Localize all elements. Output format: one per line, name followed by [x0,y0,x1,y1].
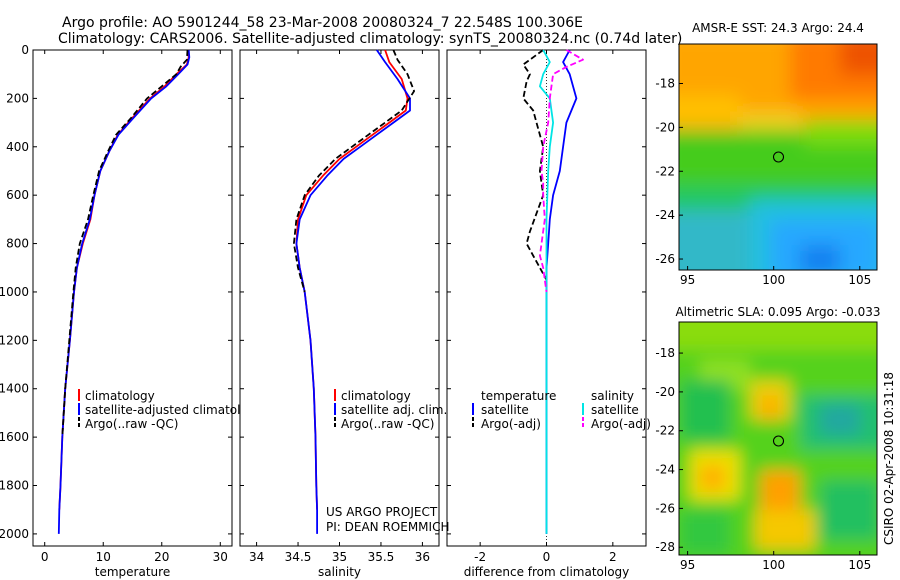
depth-tick-label: 2000 [0,527,29,541]
depth-tick-label: 800 [6,237,29,251]
timestamp-stamp: CSIRO 02-Apr-2008 10:31:18 [882,372,896,545]
temperature-xtick-label: 20 [154,550,169,564]
salinity-series-satellite-adj-clim- [295,49,411,534]
figure-title-line1: Argo profile: AO 5901244_58 23-Mar-2008 … [62,15,583,31]
sst-lat-tick-label: -26 [655,252,675,266]
temperature-panel: 0 10 20 30 0 200 400 600 800 1000 1200 1400 1600 1800… [0,43,263,579]
sst-axes: 95 100 105 -18 -20 -22 -24 -26 [655,76,871,287]
depth-tick-label: 200 [6,91,29,105]
salinity-legend-label: satellite adj. clim. [341,403,447,417]
sst-field [679,44,877,270]
sst-lat-tick-label: -20 [655,120,675,134]
salinity-xtick-label: 34 [249,550,264,564]
depth-tick-label: 400 [6,140,29,154]
difference-xtick-label: 0 [543,550,551,564]
salinity-xtick-label: 34.5 [285,550,312,564]
difference-series-salinity-argo-adj- [539,49,584,293]
sla-map [678,321,878,556]
difference-legend-label: Argo(-adj) [591,417,651,431]
temperature-legend-label: satellite-adjusted climatology [85,403,263,417]
temperature-legend-label: climatology [85,389,155,403]
salinity-xtick-label: 36 [415,550,430,564]
depth-tick-label: 1000 [0,285,29,299]
sla-axes: 95 100 105 -18 -20 -22 -24 -26 -28 [655,346,871,572]
sla-lon-tick-label: 100 [762,558,785,572]
difference-xlabel: difference from climatology [464,565,630,579]
difference-series-salinity-satellite [539,49,554,534]
temperature-xlabel: temperature [95,565,170,579]
sst-lat-tick-label: -24 [655,208,675,222]
salinity-panel: 34 34.5 35 35.5 36 salinity climatologysatelli… [239,49,447,579]
sla-lat-tick-label: -18 [655,346,675,360]
temperature-legend-label: Argo(..raw -QC) [85,417,178,431]
salinity-legend-label: climatology [341,389,411,403]
sla-lat-tick-label: -28 [655,540,675,554]
sla-lat-tick-label: -22 [655,424,675,438]
temperature-xtick-label: 10 [96,550,111,564]
salinity-xtick-label: 35 [332,550,347,564]
figure-title-line2: Climatology: CARS2006. Satellite-adjuste… [58,31,682,47]
salinity-xtick-label: 35.5 [368,550,395,564]
temperature-xtick-label: 0 [41,550,49,564]
sla-lon-tick-label: 105 [848,558,871,572]
difference-series-temperature-argo-adj- [522,49,548,281]
sla-argo-marker [772,435,785,447]
depth-tick-label: 600 [6,188,29,202]
project-credit-line1: US ARGO PROJECT [326,505,438,519]
difference-legend-label: satellite [481,403,529,417]
depth-tick-label: 1600 [0,430,29,444]
difference-xtick-label: -2 [474,550,486,564]
sst-lon-tick-label: 95 [680,273,695,287]
salinity-legend-label: Argo(..raw -QC) [341,417,434,431]
depth-tick-label: 1200 [0,333,29,347]
sla-map-title: Altimetric SLA: 0.095 Argo: -0.033 [675,305,880,319]
sst-argo-marker [772,151,785,163]
difference-legend-label: satellite [591,403,639,417]
sst-lat-tick-label: -22 [655,164,675,178]
difference-xtick-label: 2 [609,550,617,564]
sst-lon-tick-label: 105 [848,273,871,287]
salinity-xlabel: salinity [318,565,361,579]
sla-lat-tick-label: -26 [655,501,675,515]
difference-legend-label: Argo(-adj) [481,417,541,431]
sla-lat-tick-label: -24 [655,463,675,477]
depth-tick-label: 0 [21,43,29,57]
sla-field [679,322,877,555]
sst-map [678,43,878,271]
sst-map-title: AMSR-E SST: 24.3 Argo: 24.4 [692,21,864,35]
project-credit-line2: PI: DEAN ROEMMICH [326,520,449,534]
salinity-series-argo-raw-qc- [292,49,416,293]
sst-lat-tick-label: -18 [655,76,675,90]
sst-lon-tick-label: 100 [762,273,785,287]
difference-legend-group-title: salinity [591,389,634,403]
salinity-axes-box [239,49,440,547]
sla-lon-tick-label: 95 [680,558,695,572]
sla-lat-tick-label: -20 [655,385,675,399]
temperature-axes-box [32,49,233,547]
depth-tick-label: 1800 [0,479,29,493]
temperature-xtick-label: 30 [213,550,228,564]
depth-tick-label: 1400 [0,382,29,396]
difference-legend-group-title: temperature [481,389,556,403]
